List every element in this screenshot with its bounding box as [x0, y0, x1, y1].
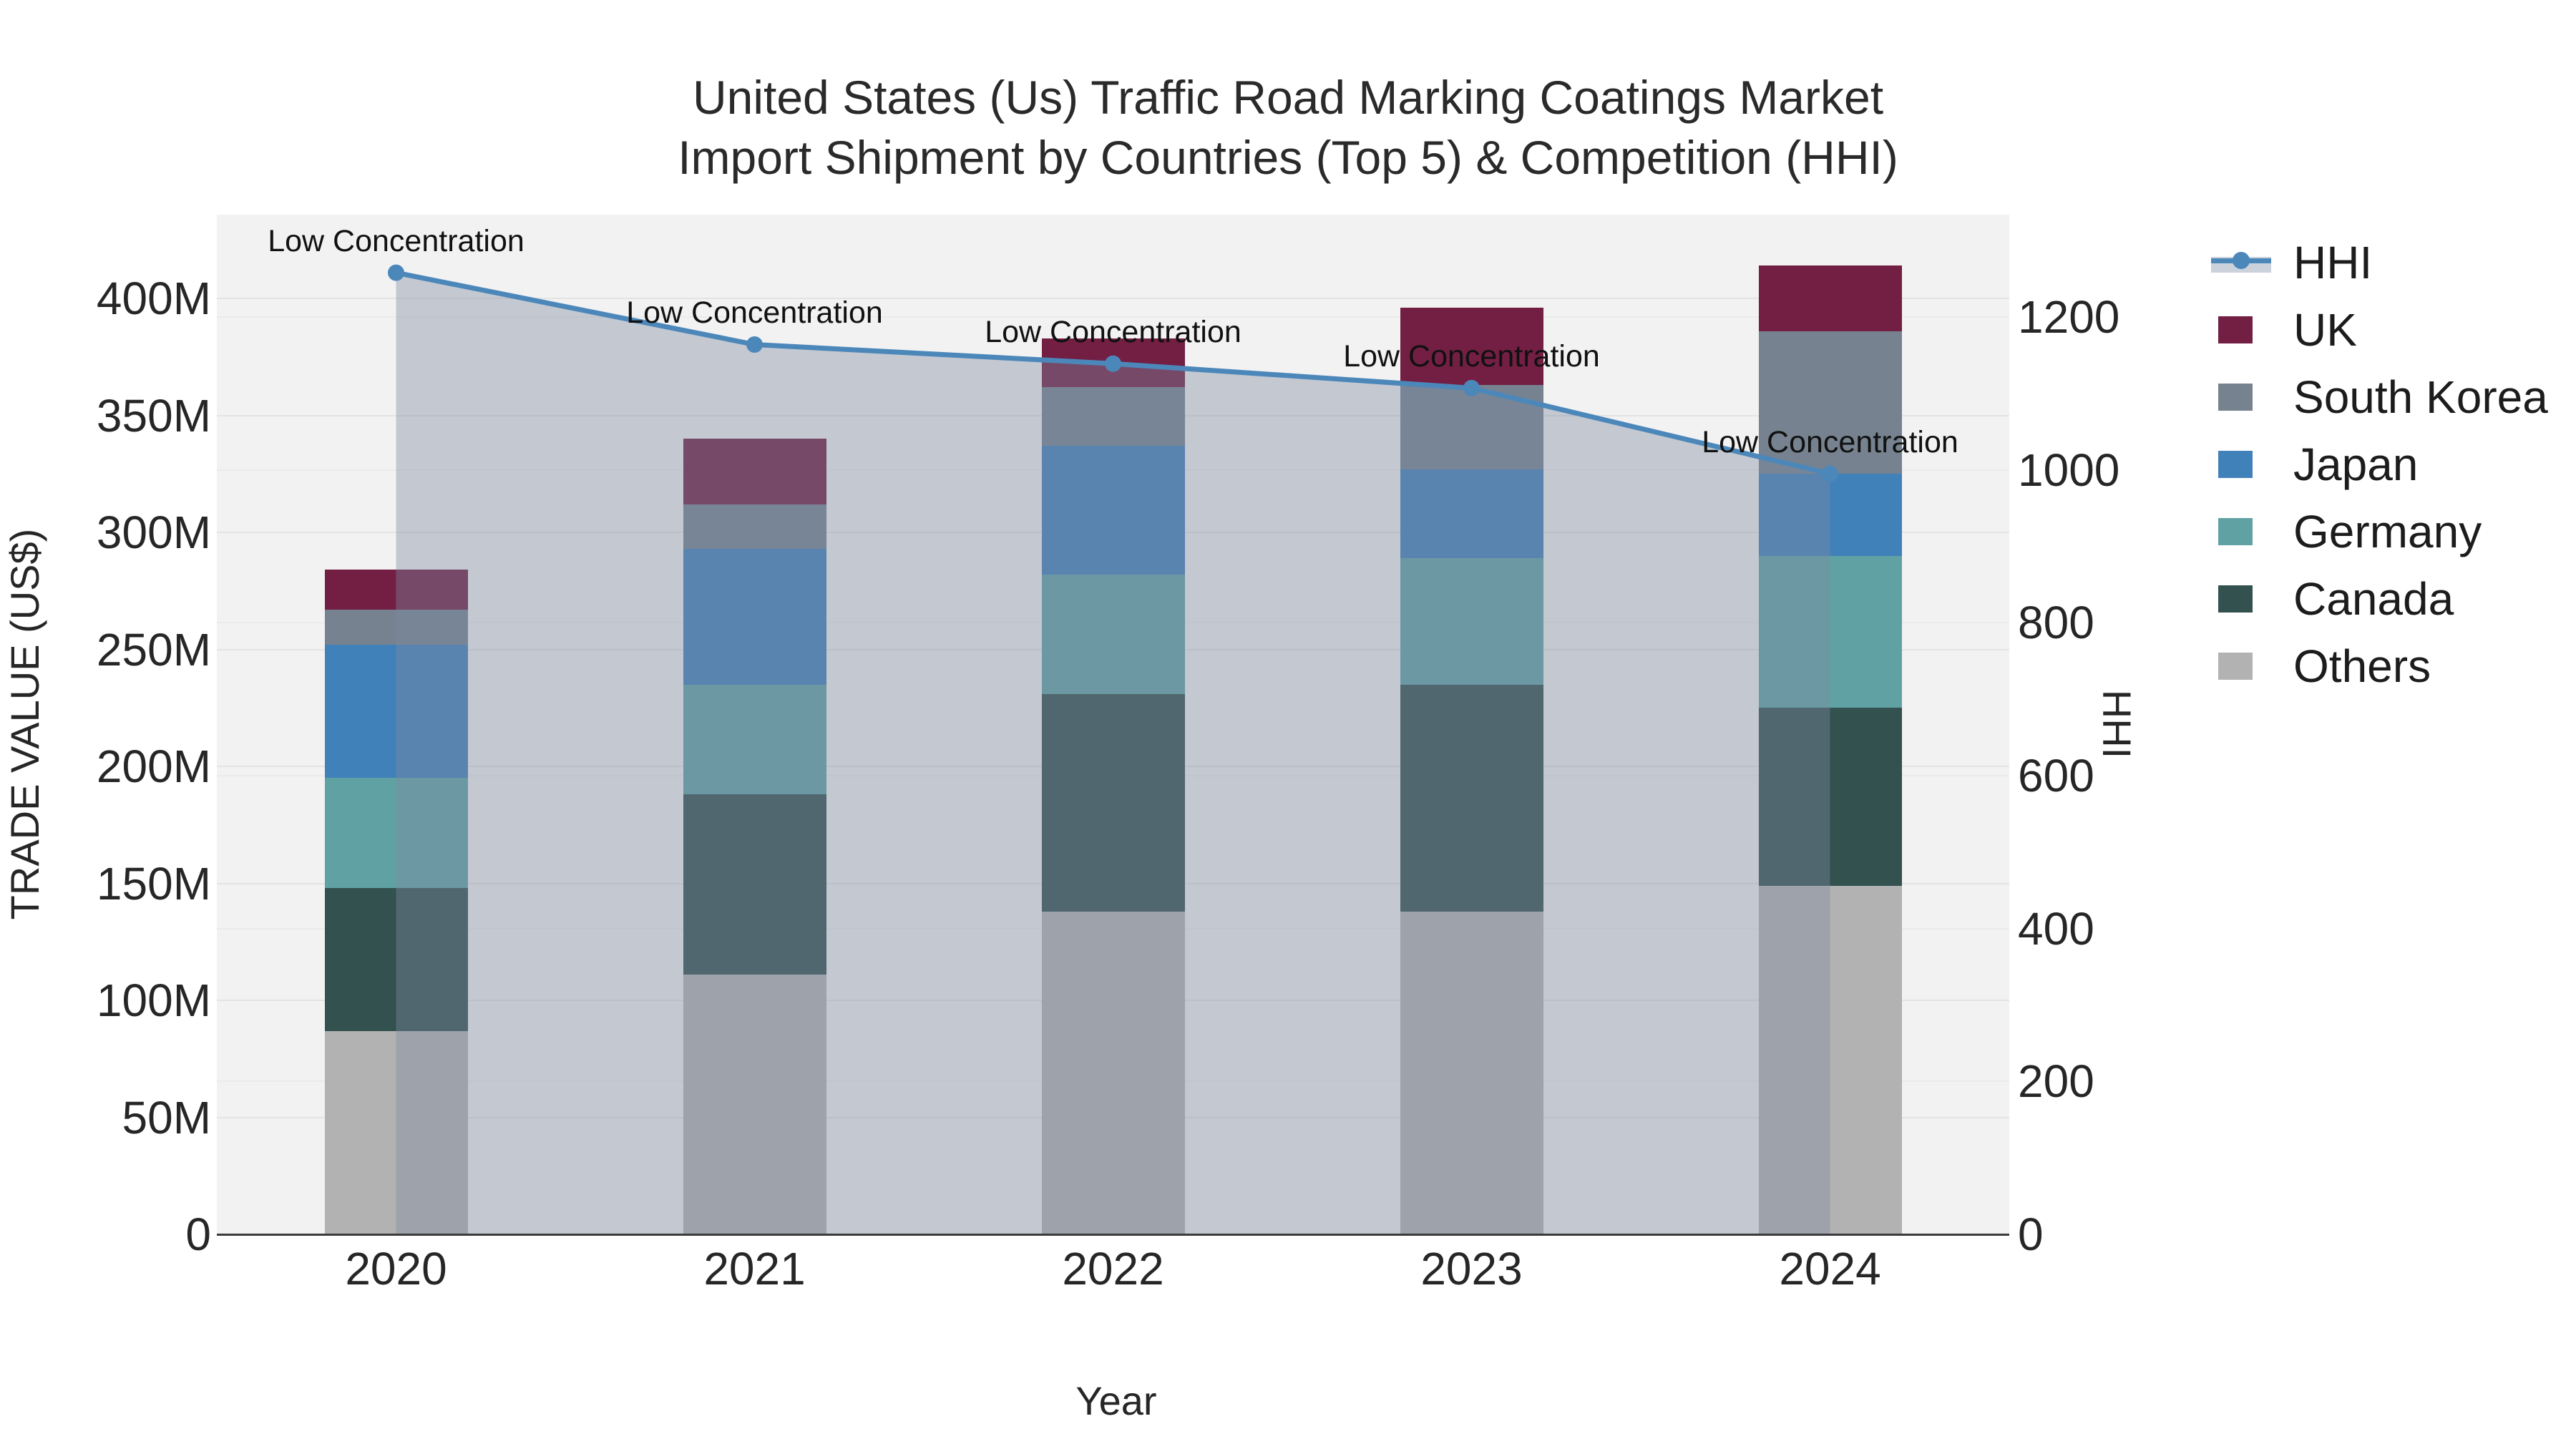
bar-2021-canada[interactable]: [683, 794, 826, 975]
legend-label-uk: UK: [2293, 304, 2357, 356]
annotation-2024: Low Concentration: [1702, 425, 1958, 460]
y-left-tick-150M: 150M: [96, 857, 211, 909]
y-right-tick-800: 800: [2018, 597, 2094, 649]
gridline-trade-400M: [217, 298, 2009, 299]
y-right-tick-0: 0: [2018, 1209, 2044, 1260]
y-axis-left-title: TRADE VALUE (US$): [2, 528, 47, 920]
bar-2024-canada[interactable]: [1758, 708, 1902, 886]
legend-swatch-japan: [2218, 451, 2253, 478]
legend-swatch-uk: [2218, 316, 2253, 343]
bar-2022-south-korea[interactable]: [1041, 387, 1185, 446]
legend-label-japan: Japan: [2293, 439, 2419, 490]
legend-label-canada: Canada: [2293, 573, 2454, 625]
legend-label-others: Others: [2293, 640, 2431, 692]
bar-2020-germany[interactable]: [324, 778, 468, 889]
bar-2024-south-korea[interactable]: [1758, 331, 1902, 474]
chart-title: United States (Us) Traffic Road Marking …: [0, 67, 2576, 187]
annotation-2022: Low Concentration: [985, 315, 1241, 350]
legend-hhi-line-icon: [2211, 252, 2271, 273]
legend-swatch-others: [2218, 653, 2253, 680]
hhi-point-2024[interactable]: [1822, 465, 1838, 482]
x-axis-spine: [217, 1234, 2009, 1236]
bar-2021-south-korea[interactable]: [683, 504, 826, 549]
legend-item-uk[interactable]: UK: [2211, 296, 2576, 364]
bar-2022-japan[interactable]: [1041, 446, 1185, 575]
y-right-tick-1200: 1200: [2018, 291, 2120, 343]
hhi-area-fill: [396, 273, 1830, 1234]
legend-item-south-korea[interactable]: South Korea: [2211, 364, 2576, 431]
bar-2023-japan[interactable]: [1400, 469, 1543, 558]
legend-item-japan[interactable]: Japan: [2211, 431, 2576, 498]
bar-2023-germany[interactable]: [1400, 557, 1543, 685]
hhi-point-2020[interactable]: [388, 264, 404, 281]
bar-2023-uk[interactable]: [1400, 308, 1543, 385]
bar-2023-canada[interactable]: [1400, 684, 1543, 912]
annotation-2021: Low Concentration: [626, 296, 883, 331]
bar-2023-others[interactable]: [1400, 911, 1543, 1234]
x-axis-title: Year: [1075, 1378, 1157, 1423]
x-tick-2020: 2020: [345, 1243, 447, 1294]
y-right-tick-600: 600: [2018, 750, 2094, 802]
y-left-tick-0: 0: [185, 1209, 211, 1260]
hhi-point-2023[interactable]: [1463, 379, 1480, 396]
annotation-2023: Low Concentration: [1343, 339, 1600, 374]
bar-2024-uk[interactable]: [1758, 265, 1902, 331]
y-left-tick-250M: 250M: [96, 623, 211, 675]
legend-label-germany: Germany: [2293, 506, 2482, 557]
x-tick-2021: 2021: [703, 1243, 806, 1294]
chart-title-line2: Import Shipment by Countries (Top 5) & C…: [678, 131, 1898, 184]
legend-item-canada[interactable]: Canada: [2211, 565, 2576, 633]
hhi-point-2022[interactable]: [1105, 355, 1121, 372]
y-right-tick-400: 400: [2018, 902, 2094, 955]
bar-2021-germany[interactable]: [683, 684, 826, 795]
bar-2024-others[interactable]: [1758, 885, 1902, 1234]
x-tick-2023: 2023: [1420, 1243, 1523, 1294]
gridline-hhi-1200: [217, 316, 2009, 318]
y-left-tick-400M: 400M: [96, 273, 211, 324]
legend-item-hhi[interactable]: HHI: [2211, 229, 2576, 296]
plot-area: Low Concentration Low Concentration Low Co…: [217, 215, 2009, 1234]
y-left-tick-200M: 200M: [96, 741, 211, 792]
legend-swatch-germany: [2218, 518, 2253, 545]
hhi-point-2021[interactable]: [746, 336, 763, 353]
bar-2021-japan[interactable]: [683, 548, 826, 685]
legend-swatch-south-korea: [2218, 384, 2253, 411]
legend-swatch-canada: [2218, 585, 2253, 613]
bar-2020-uk[interactable]: [324, 570, 468, 610]
y-right-tick-1000: 1000: [2018, 444, 2120, 496]
bar-2021-uk[interactable]: [683, 439, 826, 504]
bar-2022-others[interactable]: [1041, 911, 1185, 1234]
bar-2020-canada[interactable]: [324, 888, 468, 1031]
bar-2021-others[interactable]: [683, 975, 826, 1234]
annotation-2020: Low Concentration: [268, 224, 525, 259]
legend-label-south-korea: South Korea: [2293, 371, 2548, 423]
x-tick-2024: 2024: [1779, 1243, 1881, 1294]
hhi-line-layer: [388, 264, 1838, 1234]
legend-item-germany[interactable]: Germany: [2211, 498, 2576, 565]
y-left-tick-100M: 100M: [96, 975, 211, 1026]
bar-2022-germany[interactable]: [1041, 574, 1185, 694]
y-axis-right-title: HHI: [2094, 689, 2140, 759]
x-tick-2022: 2022: [1062, 1243, 1164, 1294]
bar-2024-japan[interactable]: [1758, 474, 1902, 556]
y-left-tick-350M: 350M: [96, 389, 211, 441]
legend-item-others[interactable]: Others: [2211, 633, 2576, 700]
bar-2020-others[interactable]: [324, 1030, 468, 1234]
bar-2020-japan[interactable]: [324, 644, 468, 779]
bar-2022-canada[interactable]: [1041, 693, 1185, 912]
y-right-tick-200: 200: [2018, 1055, 2094, 1108]
legend-label-hhi: HHI: [2293, 237, 2373, 288]
bar-2020-south-korea[interactable]: [324, 609, 468, 645]
chart-title-line1: United States (Us) Traffic Road Marking …: [692, 71, 1884, 124]
y-left-tick-50M: 50M: [122, 1091, 212, 1143]
bar-2024-germany[interactable]: [1758, 555, 1902, 708]
y-left-tick-300M: 300M: [96, 507, 211, 558]
